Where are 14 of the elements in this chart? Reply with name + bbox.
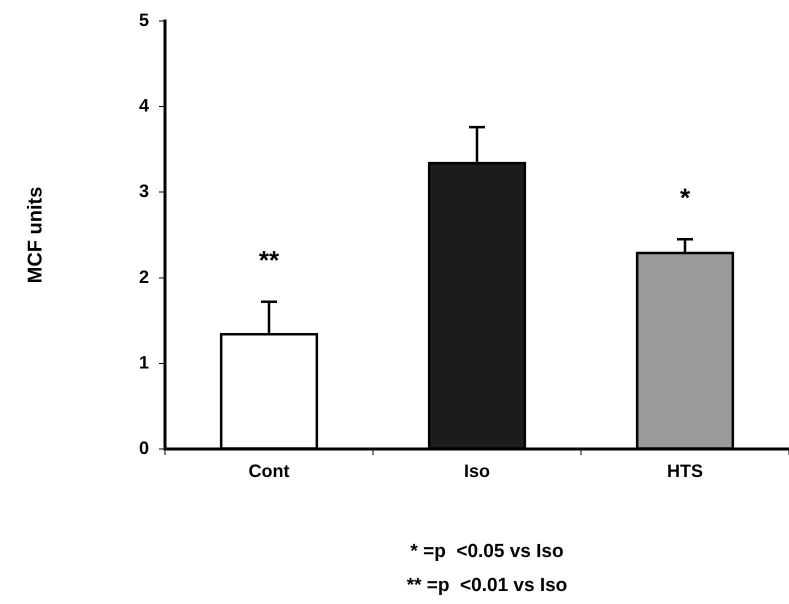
y-tick-label: 2 [138, 266, 149, 287]
annotation: * [680, 182, 691, 212]
y-axis-title: MCF units [24, 186, 47, 284]
text: ** =p <0.01 vs Iso [406, 575, 568, 596]
text: * =p <0.05 vs Iso [410, 541, 564, 562]
y-tick-label: 0 [138, 438, 149, 458]
x-tick-label: Iso [464, 460, 490, 481]
x-tick-label: Cont [248, 460, 290, 481]
x-tick-label: HTS [667, 460, 703, 481]
y-tick-label: 3 [138, 181, 149, 202]
y-tick-label: 5 [138, 10, 149, 30]
y-tick-label: 4 [138, 96, 149, 116]
y-tick-label: 1 [138, 352, 149, 372]
annotation: ** [258, 244, 280, 275]
